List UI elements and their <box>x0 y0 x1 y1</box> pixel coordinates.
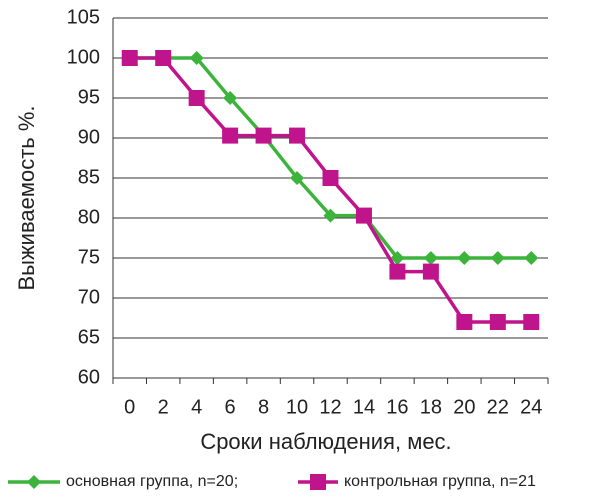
data-point <box>490 251 505 265</box>
y-tick-label: 100 <box>67 46 100 68</box>
y-tick-label: 60 <box>78 366 100 388</box>
data-point <box>457 251 472 265</box>
y-tick-label: 90 <box>78 126 100 148</box>
data-point <box>222 127 239 144</box>
data-point <box>189 51 204 65</box>
data-point <box>121 50 138 66</box>
data-point <box>489 314 506 330</box>
data-point <box>390 251 405 265</box>
legend-marker <box>310 474 326 490</box>
data-point <box>223 91 238 105</box>
x-tick-label: 22 <box>487 396 509 418</box>
x-tick-label: 12 <box>319 396 341 418</box>
data-point <box>389 263 406 280</box>
y-tick-label: 85 <box>78 166 100 188</box>
data-point <box>322 170 339 186</box>
y-tick-label: 80 <box>78 206 100 228</box>
data-point <box>524 251 539 265</box>
x-tick-label: 16 <box>386 396 408 418</box>
y-tick-label: 65 <box>78 326 100 348</box>
x-tick-label: 24 <box>520 396 542 418</box>
data-point <box>188 90 205 106</box>
data-point <box>523 314 540 330</box>
data-point <box>423 251 438 265</box>
data-point <box>355 207 372 224</box>
data-point <box>290 171 305 185</box>
y-axis-title: Выживаемость %. <box>14 105 39 290</box>
x-tick-label: 0 <box>124 396 135 418</box>
legend-label: контрольная группа, n=21 <box>344 473 536 490</box>
y-tick-label: 70 <box>78 286 100 308</box>
data-point <box>422 263 439 280</box>
x-tick-label: 4 <box>191 396 202 418</box>
data-point <box>155 50 172 66</box>
x-tick-label: 2 <box>158 396 169 418</box>
x-axis-title: Сроки наблюдения, мес. <box>200 429 451 454</box>
data-point <box>456 314 473 330</box>
legend-marker <box>27 475 41 489</box>
x-tick-label: 20 <box>453 396 475 418</box>
x-tick-label: 18 <box>420 396 442 418</box>
data-point <box>255 127 272 144</box>
y-tick-label: 105 <box>67 6 100 28</box>
y-tick-label: 75 <box>78 246 100 268</box>
y-tick-label: 95 <box>78 86 100 108</box>
x-tick-label: 10 <box>286 396 308 418</box>
x-tick-label: 6 <box>225 396 236 418</box>
data-point <box>289 127 306 144</box>
data-point <box>323 208 338 223</box>
x-tick-label: 14 <box>353 396 375 418</box>
x-tick-label: 8 <box>258 396 269 418</box>
legend-label: основная группа, n=20; <box>66 473 238 490</box>
